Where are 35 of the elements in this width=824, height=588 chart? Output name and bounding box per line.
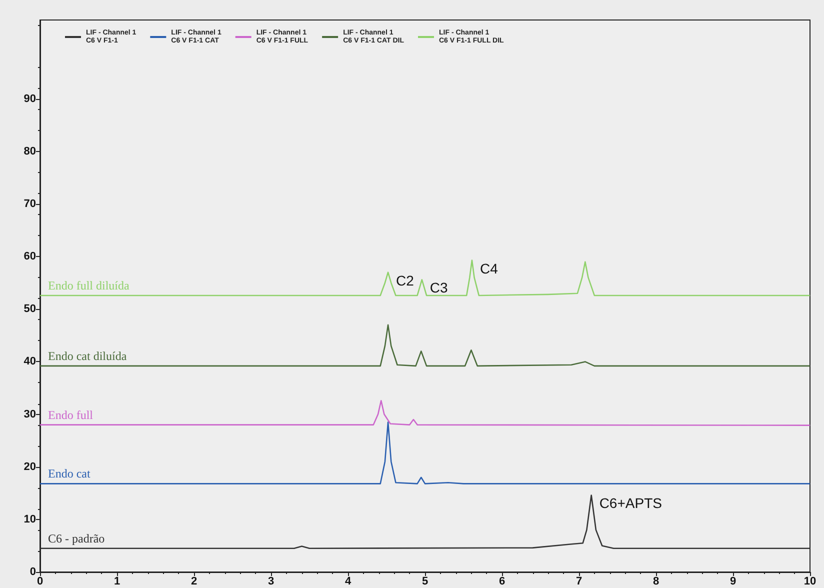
annotation: C6+APTS	[599, 495, 662, 512]
x-tick-label: 3	[268, 576, 274, 588]
y-tick-label: 40	[24, 356, 36, 368]
annotation: C2	[396, 272, 414, 288]
y-tick-label: 50	[24, 303, 36, 316]
line-series	[39, 400, 811, 426]
annotation: C3	[430, 280, 448, 296]
x-tick-label: 9	[730, 576, 736, 588]
line-series	[39, 494, 811, 549]
y-tick-label: 30	[24, 408, 36, 420]
x-tick-label: 4	[344, 576, 352, 588]
x-tick-label: 10	[804, 576, 816, 588]
annotation: C6 - padrão	[48, 531, 105, 546]
line-series	[39, 422, 811, 484]
y-tick-label: 70	[24, 198, 36, 210]
x-tick-label: 8	[652, 576, 660, 588]
y-tick-label: 10	[24, 513, 36, 526]
annotation: Endo full diluída	[48, 278, 130, 292]
annotation: Endo cat diluída	[48, 348, 128, 363]
x-tick-label: 0	[36, 576, 44, 588]
x-tick-label: 1	[114, 576, 120, 588]
y-tick-label: 60	[24, 250, 36, 263]
annotation: Endo full	[48, 408, 94, 422]
y-tick-label: 0	[30, 566, 36, 578]
annotation: C4	[480, 260, 498, 276]
x-tick-label: 2	[190, 576, 198, 588]
y-tick-label: 90	[24, 92, 36, 105]
x-tick-label: 7	[576, 576, 582, 588]
y-tick-label: 80	[24, 145, 36, 158]
line-series	[39, 324, 811, 367]
annotation: Endo cat	[48, 466, 91, 481]
x-tick-label: 6	[498, 576, 506, 588]
y-tick-label: 20	[24, 460, 36, 473]
x-tick-label: 5	[422, 576, 428, 588]
line-series	[39, 260, 811, 296]
